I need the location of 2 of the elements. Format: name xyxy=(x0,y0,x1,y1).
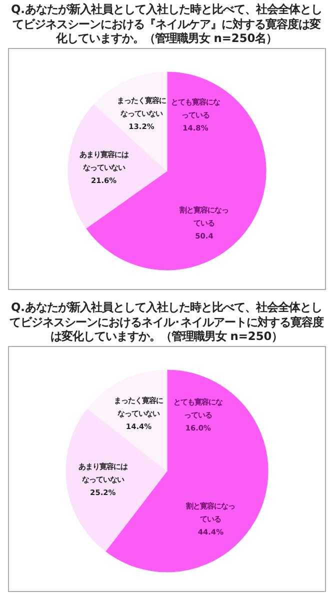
chart-title: Q.あなたが新入社員として入社した時と比べて、社会全体としてビジネスシーンにおける『ネイルケア』に対する寛容度は変化していますか。（管理職男女 n=250名） xyxy=(10,2,323,46)
chart-title: Q.あなたが新入社員として入社した時と比べて、社会全体としてビジネスシーンにおけるネイル･ネイルアートに対する寛容度は変化していますか。（管理職男女 n=250） xyxy=(8,300,325,344)
